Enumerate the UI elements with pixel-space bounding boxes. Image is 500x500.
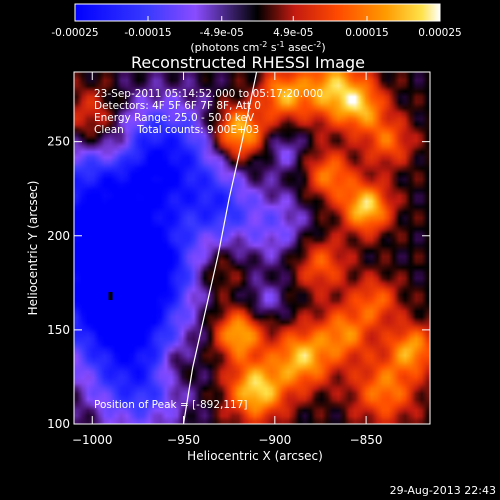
annotation-time-range: 23-Sep-2011 05:14:52.000 to 05:17:20.000 (94, 88, 323, 100)
annotation-peak-position: Position of Peak = [-892,117] (94, 399, 248, 411)
x-tick-label: −1000 (72, 433, 113, 447)
x-axis-ticks: −1000 −950 −900 −850 (72, 72, 383, 447)
y-tick-label: 250 (47, 135, 70, 149)
colorbar-tick-label: 0.00015 (345, 27, 388, 39)
y-tick-label: 150 (47, 323, 70, 337)
colorbar-tick-label: 0.00025 (418, 27, 461, 39)
x-tick-label: −950 (167, 433, 200, 447)
y-axis-ticks: 100 150 200 250 (47, 135, 430, 431)
annotation-total-counts: Clean Total counts: 9.00E+03 (94, 124, 259, 136)
x-tick-label: −900 (258, 433, 291, 447)
colorbar-tick-label: -0.00025 (51, 27, 98, 39)
annotation-detectors: Detectors: 4F 5F 6F 7F 8F, Att 0 (94, 100, 261, 112)
annotation-energy-range: Energy Range: 25.0 - 50.0 keV (94, 112, 255, 124)
x-axis-label: Heliocentric X (arcsec) (187, 449, 323, 463)
colorbar-ticks: -0.00025 -0.00015 -4.9e-05 4.9e-05 0.00015 0.… (51, 16, 462, 39)
colorbar-unit-label: (photons cm-2 s-1 asec-2) (190, 40, 325, 54)
colorbar-tick-label: -4.9e-05 (200, 27, 244, 39)
footer-timestamp: 29-Aug-2013 22:43 (390, 484, 496, 497)
solar-limb-line (182, 72, 258, 424)
colorbar-tick-label: -0.00015 (124, 27, 171, 39)
plot-frame (73, 71, 431, 425)
colorbar (74, 3, 441, 22)
chart-title: Reconstructed RHESSI Image (131, 53, 365, 72)
heatmap-image (74, 72, 430, 424)
x-tick-label: −850 (350, 433, 383, 447)
peak-marker (108, 292, 113, 300)
y-tick-label: 100 (47, 417, 70, 431)
y-tick-label: 200 (47, 229, 70, 243)
y-axis-label: Heliocentric Y (arcsec) (26, 181, 40, 316)
colorbar-tick-label: 4.9e-05 (273, 27, 313, 39)
